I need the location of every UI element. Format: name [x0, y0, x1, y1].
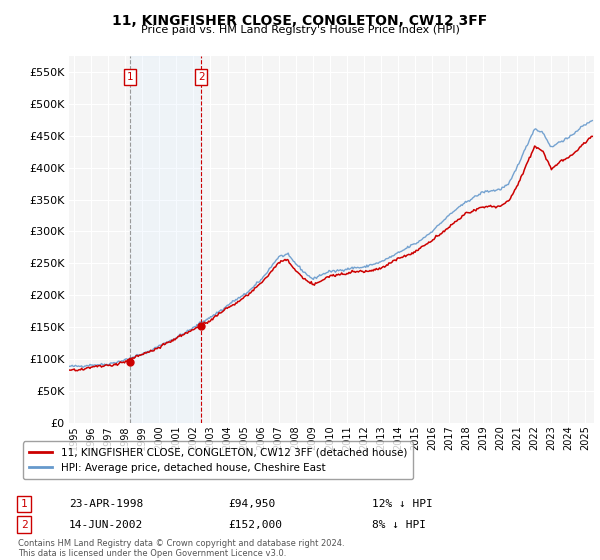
- Text: Price paid vs. HM Land Registry's House Price Index (HPI): Price paid vs. HM Land Registry's House …: [140, 25, 460, 35]
- Text: 2: 2: [20, 520, 28, 530]
- Text: 2: 2: [198, 72, 205, 82]
- Text: 1: 1: [127, 72, 134, 82]
- Legend: 11, KINGFISHER CLOSE, CONGLETON, CW12 3FF (detached house), HPI: Average price, : 11, KINGFISHER CLOSE, CONGLETON, CW12 3F…: [23, 441, 413, 479]
- Text: Contains HM Land Registry data © Crown copyright and database right 2024.
This d: Contains HM Land Registry data © Crown c…: [18, 539, 344, 558]
- Text: 12% ↓ HPI: 12% ↓ HPI: [372, 499, 433, 509]
- Text: £152,000: £152,000: [228, 520, 282, 530]
- Text: £94,950: £94,950: [228, 499, 275, 509]
- Text: 11, KINGFISHER CLOSE, CONGLETON, CW12 3FF: 11, KINGFISHER CLOSE, CONGLETON, CW12 3F…: [112, 14, 488, 28]
- Text: 14-JUN-2002: 14-JUN-2002: [69, 520, 143, 530]
- Text: 1: 1: [20, 499, 28, 509]
- Text: 23-APR-1998: 23-APR-1998: [69, 499, 143, 509]
- Text: 8% ↓ HPI: 8% ↓ HPI: [372, 520, 426, 530]
- Bar: [130, 56, 201, 423]
